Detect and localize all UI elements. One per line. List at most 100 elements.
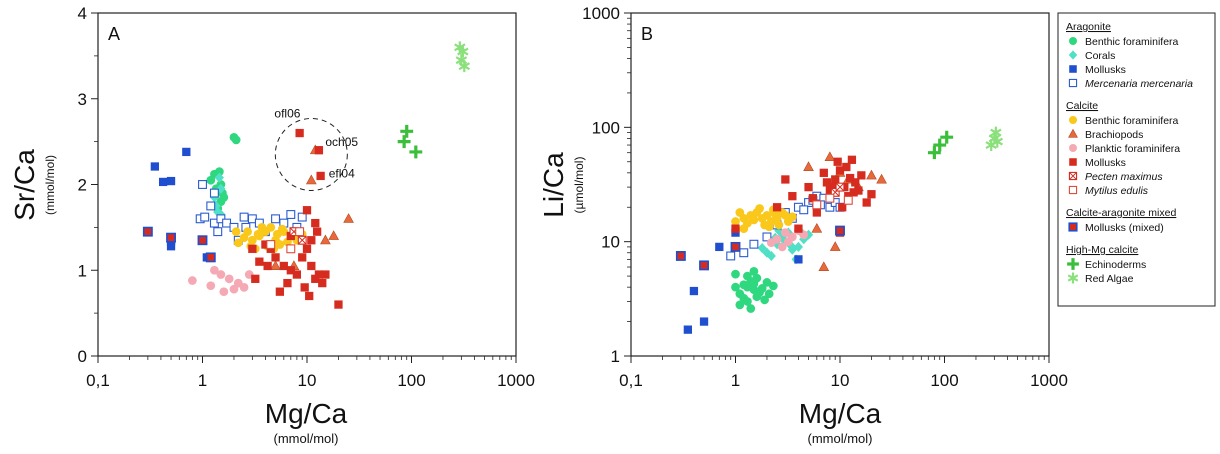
data-point-ca_bf [275,240,285,249]
data-point-ca_mo [318,278,327,288]
legend-item-label: Pecten maximus [1085,171,1163,183]
data-point-ar_bf [219,192,229,202]
panel-a-label: A [108,24,120,44]
data-point-ar_bf [214,167,224,177]
y-tick-label: 4 [78,4,87,23]
data-point-ca_mo [316,171,325,181]
data-point-ca_bf [233,238,243,248]
data-point-ar_mm [297,212,307,222]
data-point-ar_mm [799,205,809,215]
data-point-ar_bf [746,304,756,313]
data-point-ca_mo [305,291,314,301]
legend-marker-ca_me [1068,185,1078,195]
data-point-ca_br [328,230,340,240]
data-point-ca_mo [781,175,790,184]
data-point-ca_mo [283,278,292,288]
legend-item-label: Mercenaria mercenaria [1085,78,1193,90]
data-point-ca_mo [279,261,288,271]
panel-a-annotations: ofl06 och05 efl04 [274,107,358,181]
data-point-ar_co [766,250,776,262]
data-point-ca_bf [762,210,772,220]
x-tick-label: 0,1 [619,371,643,390]
legend-marker-hm_ec [1067,258,1079,270]
panel-a-ylabel-unit: (mmol/mol) [43,155,57,215]
data-point-ar_mm [200,212,210,222]
data-point-ca_bf [253,229,263,239]
data-point-ca_pm [835,182,845,192]
data-point-ar_bf [731,282,740,292]
data-point-ca_mo [822,178,832,187]
y-tick-label: 1 [611,347,620,366]
data-point-ca_br [818,261,830,272]
panel-b-label: B [641,24,653,44]
panel-b-ylabel-unit: (µmol/mol) [572,157,586,214]
panel-b-axes: 0,1 1 10 100 1000 1 10 100 1000 [582,4,1068,390]
data-point-ca_bf [755,204,764,213]
data-point-ca_pf [210,265,219,275]
data-point-ca_mo [312,227,322,236]
legend-marker-ar_mo [1069,65,1077,73]
panel-b-xlabel-unit: (mmol/mol) [808,431,873,446]
panel-a-marks [142,41,471,309]
legend-marker-ar_bf [1069,37,1077,45]
data-point-ca_mo [302,206,312,215]
data-point-ca_me [825,193,835,203]
data-point-ca_mo [804,182,813,192]
data-point-ar_mo [794,255,803,264]
data-point-hm_ec [409,145,423,159]
data-point-ar_bf [757,284,767,293]
data-point-ca_mo [255,257,264,266]
data-point-ca_mo [295,128,304,138]
data-point-ca_mo [286,266,295,275]
data-point-ar_bf [731,269,740,279]
data-point-ca_bf [787,212,797,222]
data-point-ar_bf [752,273,762,283]
y-tick-label: 100 [592,118,620,137]
data-point-ar_co [214,172,224,183]
legend-items: Aragonite Benthic foraminifera Corals Mollu… [1066,21,1193,285]
data-point-ca_mo [248,244,257,253]
data-point-ca_pf [783,237,793,247]
x-tick-label: 1 [731,371,740,390]
data-point-ar_mo [150,162,159,171]
x-tick-label: 1000 [1030,371,1068,390]
data-point-ca_mo [302,244,312,253]
data-point-ar_mm [286,210,296,219]
legend-section-title: Calcite [1066,100,1098,112]
data-point-mx_mo [730,241,741,252]
y-tick-label: 1 [78,261,87,280]
legend-section-title: Calcite-aragonite mixed [1066,207,1176,219]
data-point-ca_mo [857,171,866,180]
data-point-ca_br [270,260,281,270]
legend-frame [1057,12,1216,307]
x-tick-label: 0,1 [86,371,110,390]
data-point-ca_mo [298,253,307,262]
legend-marker-ar_co [1068,50,1078,60]
data-point-ca_bf [231,227,241,237]
data-point-ar_co [757,242,767,254]
data-point-ar_bf [739,293,749,303]
data-point-hm_ec [940,130,954,144]
data-point-ca_mo [307,261,316,271]
data-point-ca_mo [788,192,797,201]
panel-a-axes: 0,1 1 10 100 1000 0 1 2 3 4 [78,4,535,390]
data-point-ca_bf [735,208,745,217]
data-point-hm_ec [397,135,411,149]
panel-a-xlabel: Mg/Ca [265,398,348,429]
data-point-ca_me [286,244,296,254]
data-point-ca_bf [257,223,267,232]
data-point-ar_bf [768,281,778,291]
data-point-ar_bf [760,295,769,305]
legend-section-title: Aragonite [1066,21,1111,33]
y-tick-label: 0 [78,347,87,366]
data-point-ca_me [295,227,305,237]
legend-section-title: High-Mg calcite [1066,244,1139,256]
data-point-ca_br [320,234,331,245]
data-point-ca_mo [300,283,309,292]
panel-b: B 0,1 1 10 100 1000 1 10 100 1000 Mg/Ca (mmol/mo… [538,4,1068,446]
legend-item-label: Brachiopods [1085,129,1143,141]
data-point-ca_mo [828,182,837,192]
data-point-ca_mo [275,287,285,296]
data-point-hm_ra [458,60,471,73]
